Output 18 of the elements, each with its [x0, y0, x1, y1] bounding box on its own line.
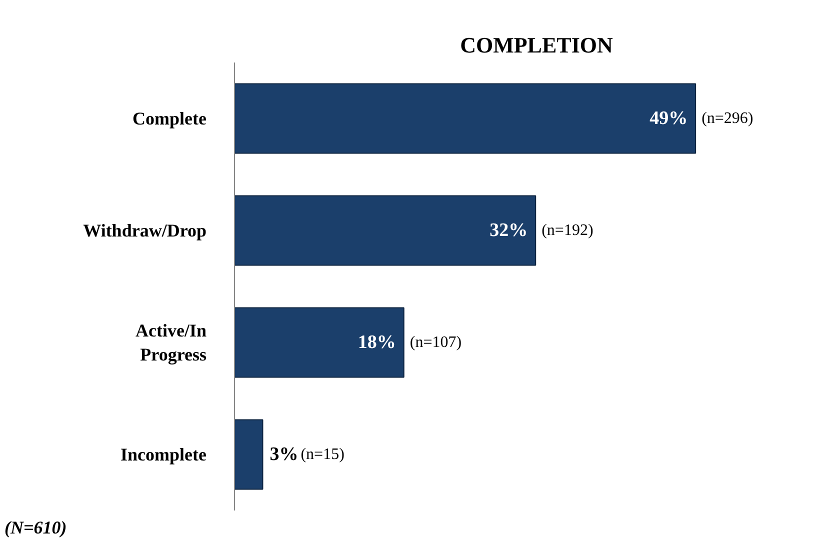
y-tick-label: Active/In Progress [136, 320, 207, 364]
annotation: (n=192) [542, 222, 594, 239]
data-label: 32% [490, 220, 528, 241]
y-tick-label: Incomplete [120, 444, 207, 464]
annotation: (n=15) [300, 446, 344, 463]
bar [234, 195, 536, 266]
y-tick-label: Withdraw/Drop [83, 220, 207, 240]
data-label: 3% [270, 444, 298, 465]
text: (N=610) [4, 518, 67, 538]
bar [234, 83, 696, 154]
bar [234, 307, 404, 378]
annotation: (n=107) [410, 334, 462, 351]
data-label: 49% [650, 108, 688, 129]
annotation: (n=296) [702, 110, 754, 127]
chart-title: COMPLETION [460, 32, 614, 58]
data-label: 18% [358, 332, 396, 353]
bar [234, 419, 264, 490]
y-tick-label: Complete [132, 108, 207, 128]
